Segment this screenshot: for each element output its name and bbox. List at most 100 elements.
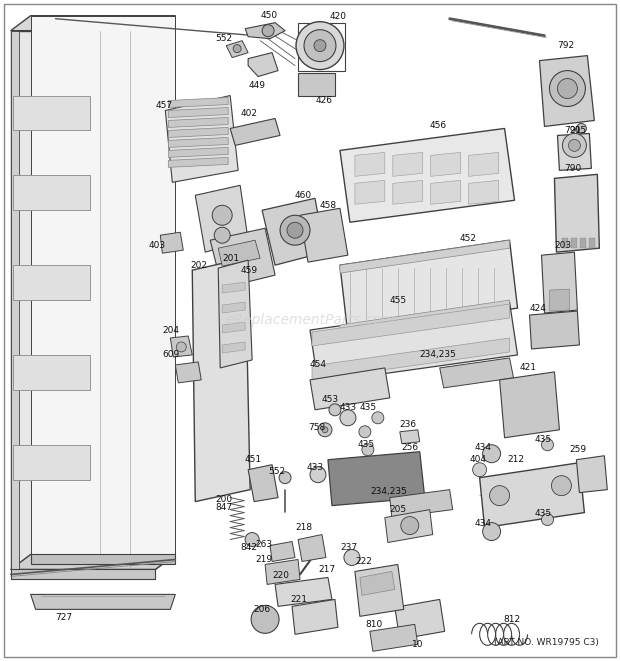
Text: 234,235: 234,235 (370, 487, 407, 496)
Circle shape (280, 215, 310, 245)
Text: 237: 237 (340, 543, 357, 552)
Polygon shape (168, 147, 228, 157)
Polygon shape (541, 253, 577, 313)
Circle shape (296, 22, 344, 69)
Circle shape (541, 439, 554, 451)
Circle shape (233, 45, 241, 53)
Polygon shape (355, 564, 404, 616)
Polygon shape (557, 134, 591, 171)
Polygon shape (222, 342, 245, 353)
Polygon shape (385, 510, 433, 543)
Polygon shape (469, 180, 498, 204)
Text: 454: 454 (310, 360, 327, 369)
Text: 221: 221 (290, 595, 307, 604)
Polygon shape (12, 355, 91, 390)
Text: 236: 236 (400, 420, 417, 429)
Text: 220: 220 (272, 571, 289, 580)
Polygon shape (262, 198, 325, 265)
Polygon shape (312, 304, 510, 346)
Polygon shape (292, 600, 338, 635)
Text: 203: 203 (554, 241, 572, 250)
Polygon shape (340, 300, 510, 333)
Polygon shape (12, 445, 91, 480)
Polygon shape (156, 16, 175, 570)
Polygon shape (529, 311, 580, 349)
Polygon shape (549, 289, 569, 311)
Polygon shape (30, 16, 175, 555)
Text: 791: 791 (564, 126, 582, 135)
Polygon shape (340, 128, 515, 222)
Circle shape (262, 24, 274, 36)
Text: 459: 459 (240, 266, 257, 274)
Polygon shape (11, 30, 19, 570)
Polygon shape (500, 372, 559, 438)
Polygon shape (355, 153, 385, 176)
Text: 810: 810 (365, 620, 382, 629)
Text: eReplacementParts.com: eReplacementParts.com (225, 313, 395, 327)
Polygon shape (580, 238, 587, 248)
Polygon shape (226, 40, 248, 58)
Polygon shape (310, 302, 518, 383)
Polygon shape (12, 96, 91, 130)
Text: 552: 552 (215, 34, 232, 43)
Circle shape (176, 342, 186, 352)
Polygon shape (328, 451, 425, 506)
Text: 256: 256 (402, 444, 419, 452)
Text: 453: 453 (322, 395, 339, 405)
Circle shape (245, 533, 259, 547)
Polygon shape (170, 336, 192, 357)
Circle shape (318, 423, 332, 437)
Polygon shape (340, 240, 518, 335)
Polygon shape (30, 555, 175, 564)
Polygon shape (554, 175, 600, 253)
Text: 460: 460 (295, 191, 312, 200)
Circle shape (287, 222, 303, 238)
Text: 457: 457 (156, 101, 172, 110)
Text: 202: 202 (190, 260, 207, 270)
Text: 452: 452 (459, 234, 477, 243)
Text: 455: 455 (390, 295, 407, 305)
Circle shape (482, 445, 500, 463)
Polygon shape (572, 238, 577, 248)
Polygon shape (300, 208, 348, 262)
Polygon shape (480, 463, 585, 527)
Polygon shape (275, 578, 332, 606)
Text: 219: 219 (255, 555, 272, 564)
Text: 222: 222 (355, 557, 372, 566)
Polygon shape (539, 56, 595, 126)
Polygon shape (11, 30, 156, 570)
Text: 420: 420 (330, 12, 347, 21)
Polygon shape (562, 238, 569, 248)
Polygon shape (248, 465, 278, 502)
Polygon shape (192, 258, 250, 502)
Text: 758: 758 (308, 423, 326, 432)
Polygon shape (298, 73, 335, 96)
Circle shape (314, 40, 326, 52)
Text: 421: 421 (520, 364, 536, 372)
Polygon shape (168, 137, 228, 147)
Polygon shape (577, 455, 608, 492)
Circle shape (490, 486, 510, 506)
Polygon shape (431, 153, 461, 176)
Polygon shape (360, 572, 395, 596)
Circle shape (372, 412, 384, 424)
Text: 435: 435 (360, 403, 377, 412)
Text: 450: 450 (260, 11, 277, 20)
Text: 842: 842 (240, 543, 257, 552)
Polygon shape (11, 16, 175, 30)
Text: 451: 451 (244, 455, 261, 464)
Polygon shape (11, 555, 175, 570)
Polygon shape (218, 240, 260, 266)
Text: 847: 847 (215, 503, 232, 512)
Text: 201: 201 (222, 254, 239, 262)
Polygon shape (210, 228, 275, 288)
Text: 792: 792 (557, 41, 575, 50)
Polygon shape (245, 22, 285, 38)
Polygon shape (161, 232, 184, 253)
Text: 426: 426 (316, 96, 333, 105)
Circle shape (482, 523, 500, 541)
Polygon shape (340, 240, 510, 273)
Text: 200: 200 (215, 495, 232, 504)
Text: 263: 263 (255, 540, 272, 549)
Text: 609: 609 (162, 350, 180, 360)
